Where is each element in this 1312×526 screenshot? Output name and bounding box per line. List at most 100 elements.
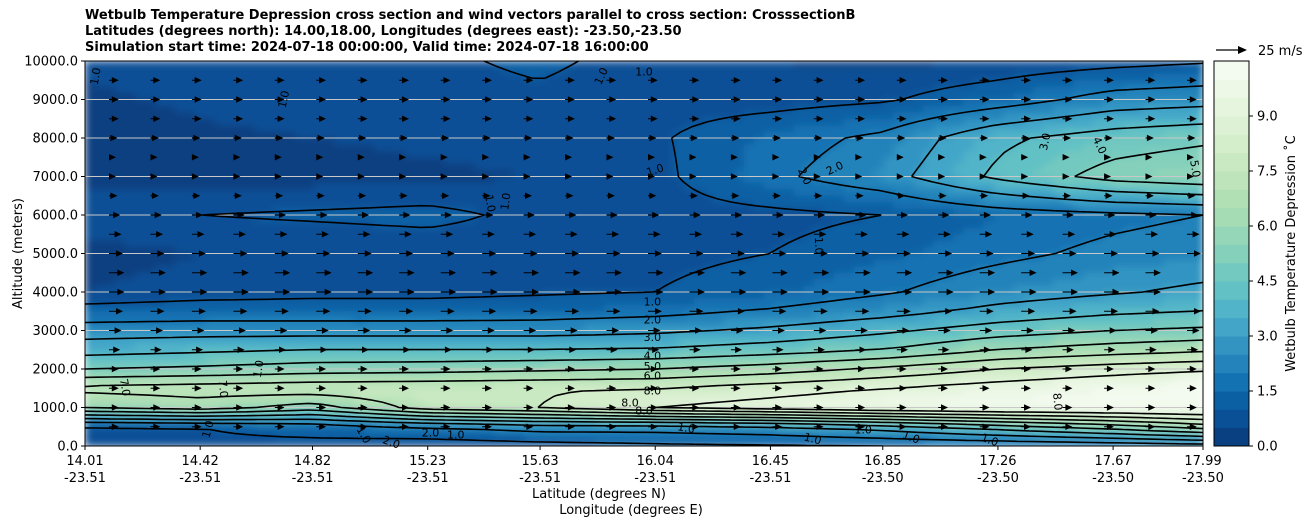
field-cell bbox=[494, 247, 505, 255]
field-cell bbox=[85, 163, 96, 171]
field-cell bbox=[514, 343, 525, 351]
field-cell bbox=[314, 157, 326, 165]
field-cell bbox=[903, 170, 915, 178]
field-cell bbox=[454, 131, 465, 139]
field-cell bbox=[853, 112, 865, 120]
field-cell bbox=[124, 170, 136, 178]
field-cell bbox=[494, 195, 505, 203]
field-cell bbox=[943, 336, 955, 344]
field-cell bbox=[164, 336, 176, 344]
field-cell bbox=[833, 285, 845, 293]
field-cell bbox=[514, 157, 525, 165]
field-cell bbox=[1033, 118, 1044, 126]
field-cell bbox=[554, 118, 565, 126]
field-cell bbox=[663, 221, 675, 229]
field-cell bbox=[164, 208, 176, 216]
field-cell bbox=[873, 144, 885, 152]
field-cell bbox=[174, 247, 186, 255]
field-cell bbox=[134, 285, 146, 293]
field-cell bbox=[863, 157, 875, 165]
field-cell bbox=[1043, 157, 1054, 165]
field-cell bbox=[534, 118, 545, 126]
field-cell bbox=[1043, 73, 1054, 81]
field-cell bbox=[604, 163, 615, 171]
field-cell bbox=[174, 61, 186, 69]
field-cell bbox=[544, 247, 555, 255]
field-cell bbox=[1033, 150, 1044, 158]
field-cell bbox=[204, 73, 216, 81]
field-cell bbox=[614, 311, 625, 319]
field-cell bbox=[474, 304, 485, 312]
field-cell bbox=[803, 304, 815, 312]
field-cell bbox=[1163, 240, 1174, 248]
field-cell bbox=[1143, 330, 1154, 338]
field-cell bbox=[1193, 311, 1203, 319]
field-cell bbox=[364, 202, 376, 210]
field-cell bbox=[883, 304, 895, 312]
field-cell bbox=[524, 163, 535, 171]
field-cell bbox=[983, 272, 994, 280]
field-cell bbox=[1023, 311, 1034, 319]
field-cell bbox=[564, 93, 575, 101]
field-cell bbox=[1113, 202, 1124, 210]
field-cell bbox=[414, 208, 425, 216]
field-cell bbox=[104, 304, 116, 312]
field-cell bbox=[544, 298, 555, 306]
field-cell bbox=[883, 157, 895, 165]
field-cell bbox=[554, 112, 565, 120]
field-cell bbox=[194, 182, 206, 190]
field-cell bbox=[863, 163, 875, 171]
field-cell bbox=[134, 118, 146, 126]
field-cell bbox=[1013, 86, 1024, 94]
field-cell bbox=[484, 189, 495, 197]
field-cell bbox=[364, 93, 376, 101]
field-cell bbox=[903, 202, 915, 210]
field-cell bbox=[604, 215, 615, 223]
field-cell bbox=[194, 253, 206, 261]
field-cell bbox=[544, 227, 555, 235]
field-cell bbox=[1083, 285, 1094, 293]
field-cell bbox=[813, 182, 825, 190]
field-cell bbox=[793, 61, 805, 69]
field-cell bbox=[564, 150, 575, 158]
field-cell bbox=[1143, 292, 1154, 300]
field-cell bbox=[474, 61, 485, 69]
field-cell bbox=[1083, 157, 1094, 165]
field-cell bbox=[1193, 99, 1203, 107]
field-cell bbox=[893, 247, 905, 255]
field-cell bbox=[254, 311, 266, 319]
field-cell bbox=[883, 138, 895, 146]
field-cell bbox=[154, 234, 166, 242]
field-cell bbox=[614, 227, 625, 235]
field-cell bbox=[114, 170, 126, 178]
field-cell bbox=[234, 324, 246, 332]
field-cell bbox=[1163, 259, 1174, 267]
field-cell bbox=[594, 112, 605, 120]
field-cell bbox=[404, 227, 416, 235]
field-cell bbox=[234, 144, 246, 152]
field-cell bbox=[663, 118, 675, 126]
field-cell bbox=[154, 86, 166, 94]
field-cell bbox=[464, 170, 475, 178]
field-cell bbox=[883, 234, 895, 242]
field-cell bbox=[604, 304, 615, 312]
field-cell bbox=[813, 125, 825, 133]
field-cell bbox=[184, 343, 196, 351]
field-cell bbox=[414, 259, 425, 267]
field-cell bbox=[1103, 221, 1114, 229]
field-cell bbox=[304, 73, 316, 81]
field-cell bbox=[1083, 279, 1094, 287]
field-cell bbox=[384, 99, 396, 107]
field-cell bbox=[534, 195, 545, 203]
field-cell bbox=[753, 298, 765, 306]
field-cell bbox=[773, 150, 785, 158]
field-cell bbox=[693, 234, 705, 242]
field-cell bbox=[743, 215, 755, 223]
field-cell bbox=[584, 343, 595, 351]
field-cell bbox=[1113, 221, 1124, 229]
field-cell bbox=[194, 285, 206, 293]
field-cell bbox=[783, 99, 795, 107]
field-cell bbox=[114, 93, 126, 101]
field-cell bbox=[354, 259, 366, 267]
field-cell bbox=[1173, 215, 1184, 223]
